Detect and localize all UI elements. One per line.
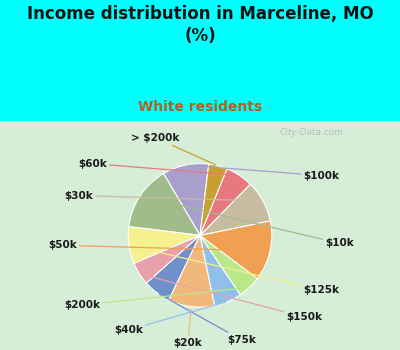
Text: $75k: $75k bbox=[159, 294, 256, 345]
Wedge shape bbox=[164, 163, 209, 235]
Text: White residents: White residents bbox=[138, 100, 262, 114]
Wedge shape bbox=[200, 164, 227, 235]
Wedge shape bbox=[200, 235, 257, 295]
Text: $100k: $100k bbox=[188, 165, 340, 181]
Text: $20k: $20k bbox=[174, 309, 202, 348]
Wedge shape bbox=[200, 235, 240, 306]
Wedge shape bbox=[169, 235, 215, 307]
Wedge shape bbox=[200, 169, 250, 235]
Text: City-Data.com: City-Data.com bbox=[280, 128, 344, 136]
Text: $125k: $125k bbox=[132, 246, 340, 295]
Text: $40k: $40k bbox=[114, 302, 225, 335]
Wedge shape bbox=[200, 221, 272, 279]
Wedge shape bbox=[146, 235, 200, 300]
Text: $30k: $30k bbox=[64, 190, 260, 201]
Text: $50k: $50k bbox=[48, 240, 267, 251]
Text: > $200k: > $200k bbox=[131, 133, 216, 165]
Text: $200k: $200k bbox=[64, 288, 247, 310]
Text: $10k: $10k bbox=[143, 197, 354, 248]
Text: Income distribution in Marceline, MO
(%): Income distribution in Marceline, MO (%) bbox=[27, 5, 373, 46]
Text: $150k: $150k bbox=[142, 274, 323, 322]
Wedge shape bbox=[134, 235, 200, 283]
Wedge shape bbox=[200, 184, 270, 235]
Wedge shape bbox=[129, 174, 200, 235]
Wedge shape bbox=[128, 227, 200, 264]
Text: $60k: $60k bbox=[78, 159, 236, 175]
